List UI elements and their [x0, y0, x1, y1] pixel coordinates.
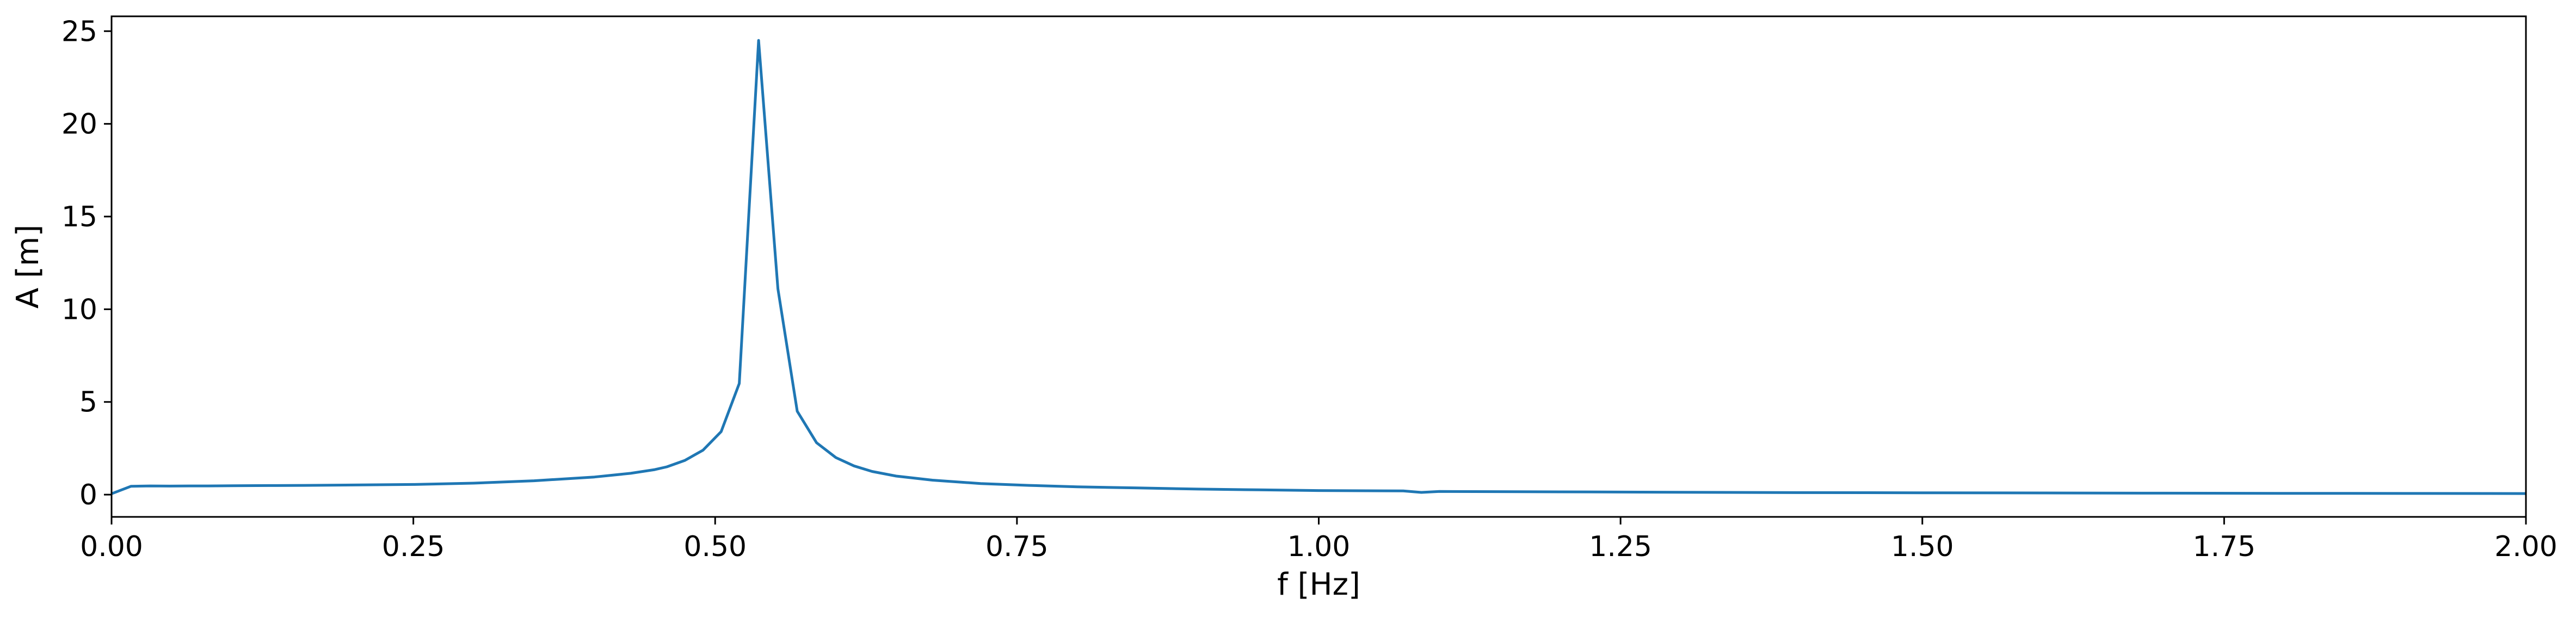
x-tick-label: 0.25 [382, 530, 445, 563]
y-tick-label: 25 [61, 15, 97, 48]
axes-frame [110, 15, 2527, 518]
x-tick-label: 1.50 [1891, 530, 1954, 563]
y-tick-label: 0 [79, 479, 97, 511]
y-tick-label: 10 [61, 293, 97, 326]
y-tick-label: 15 [61, 201, 97, 233]
y-tick-label: 20 [61, 108, 97, 141]
x-tick-label: 0.50 [683, 530, 747, 563]
plot-series [111, 39, 2526, 495]
y-ticks: 0 5 10 15 20 25 [61, 15, 112, 511]
x-ticks: 0.00 0.25 0.50 0.75 1.00 1.25 1.50 1.75 2.00 [80, 517, 2557, 563]
x-tick-label: 2.00 [2494, 530, 2557, 563]
x-tick-label: 0.00 [80, 530, 143, 563]
x-tick-label: 1.75 [2192, 530, 2255, 563]
x-tick-label: 1.25 [1589, 530, 1652, 563]
y-tick-label: 5 [79, 386, 97, 419]
x-tick-label: 0.75 [985, 530, 1049, 563]
x-tick-label: 1.00 [1287, 530, 1351, 563]
y-axis-label: A [m] [10, 225, 46, 309]
x-axis-label: f [Hz] [1277, 567, 1360, 602]
series-line-0 [111, 39, 2526, 495]
